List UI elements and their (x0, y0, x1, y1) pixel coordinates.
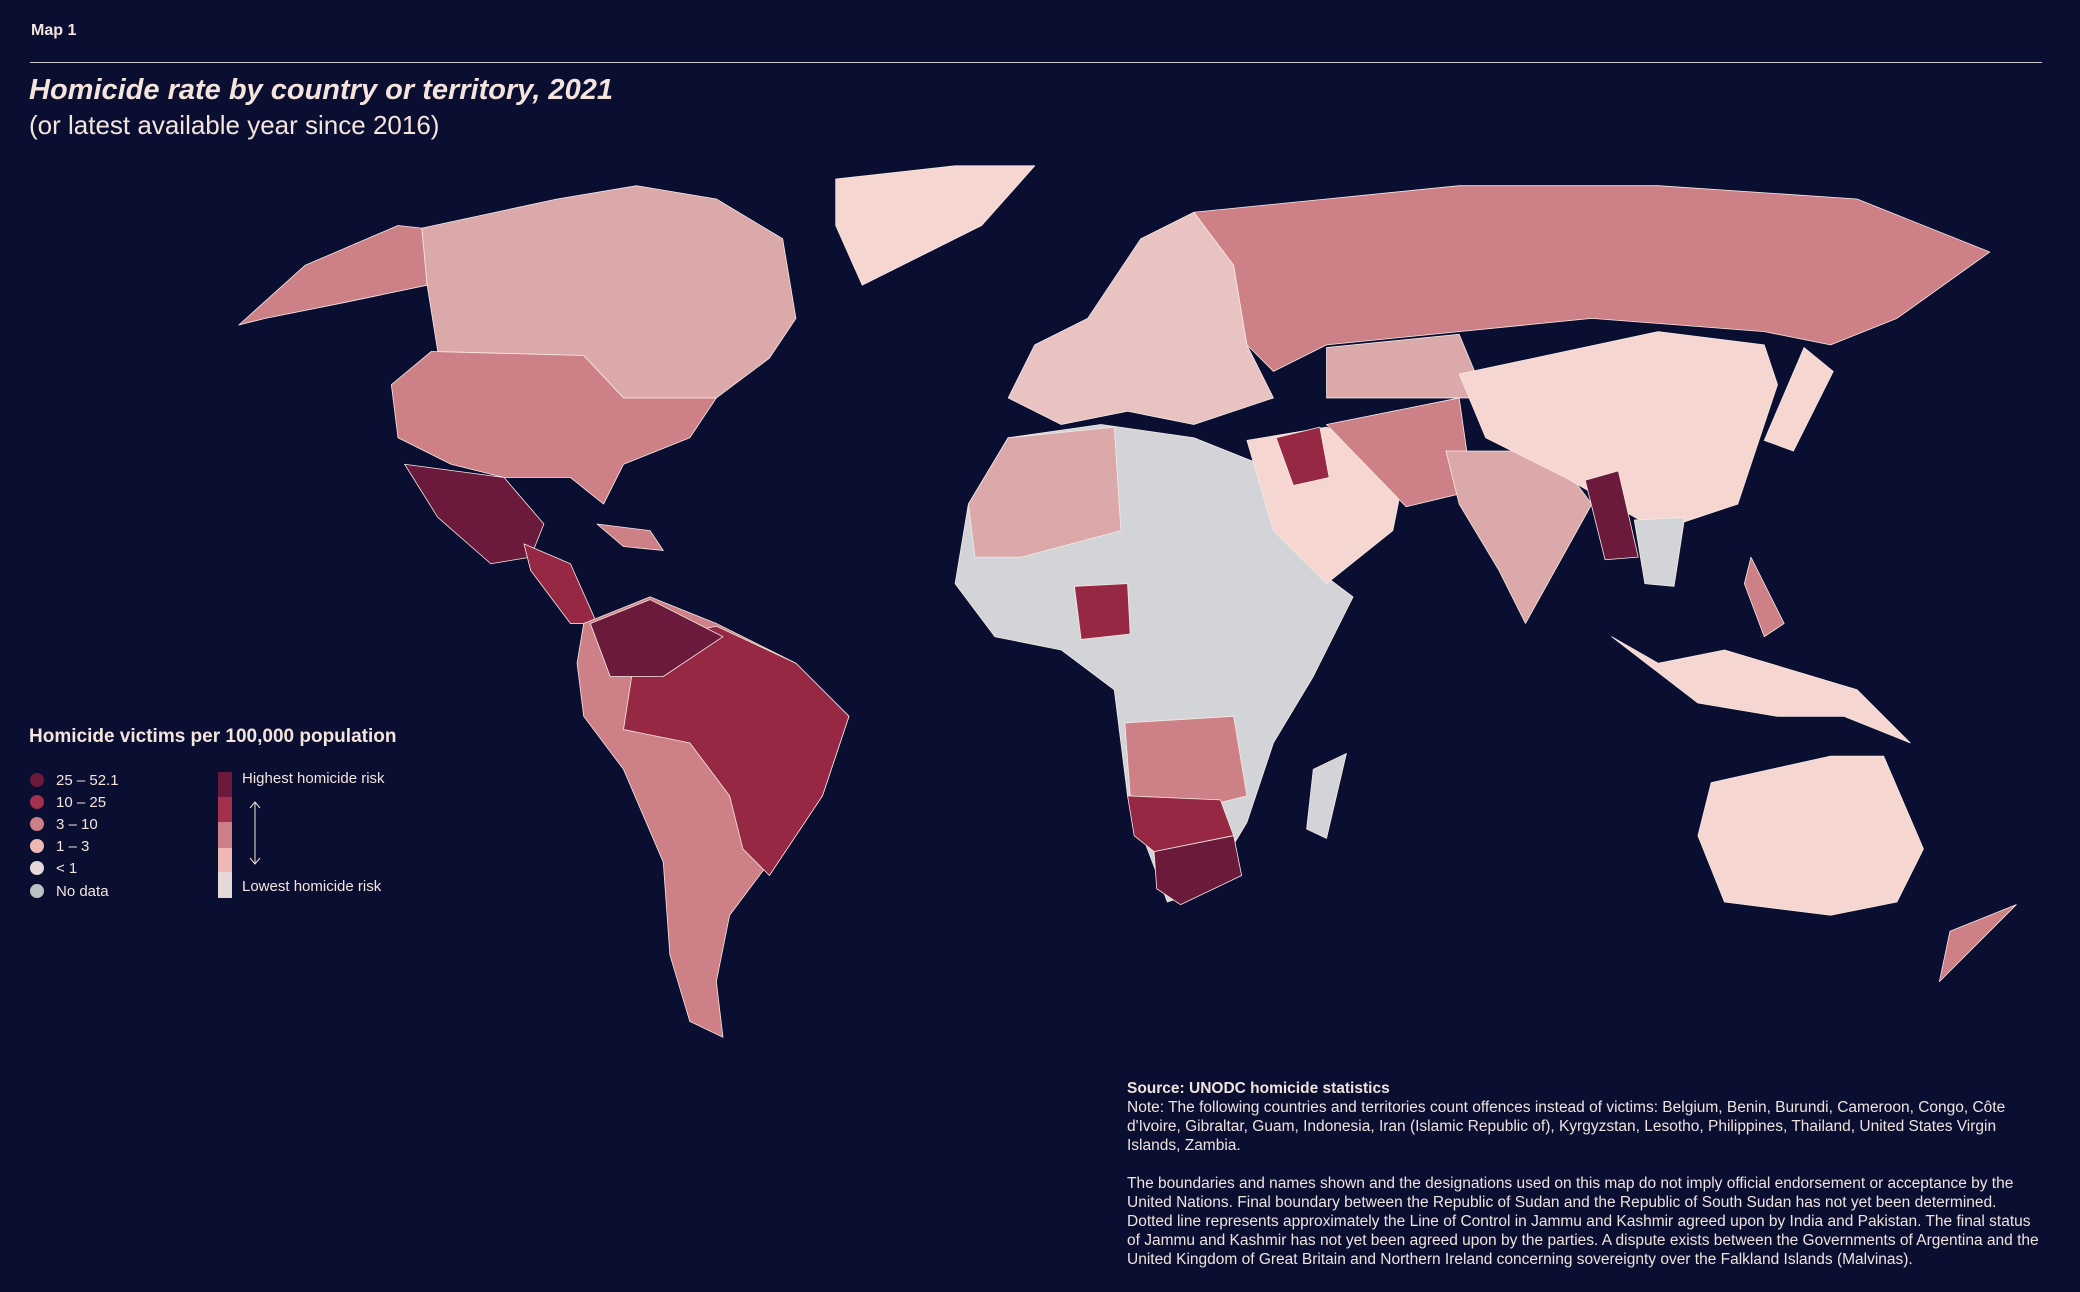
region-southern-africa (1124, 715, 1248, 803)
region-brazil (623, 625, 850, 876)
notes-block: Source: UNODC homicide statistics Note: … (1127, 1079, 2042, 1269)
scale-low-label: Lowest homicide risk (242, 878, 382, 895)
legend-item: < 1 (30, 858, 77, 878)
page-subtitle: (or latest available year since 2016) (29, 110, 440, 140)
scale-step-high (218, 797, 232, 822)
region-madagascar (1306, 753, 1347, 839)
region-alaska (238, 225, 428, 326)
region-central-america (523, 543, 598, 624)
region-japan (1763, 347, 1834, 452)
legend-swatch (30, 884, 44, 898)
region-usa (390, 351, 717, 505)
legend-title: Homicide victims per 100,000 population (29, 726, 397, 747)
region-russia (1193, 185, 1991, 372)
region-central-asia (1326, 333, 1487, 399)
region-caribbean (596, 523, 664, 551)
legend-swatch (30, 773, 44, 787)
source-text: Source: UNODC homicide statistics (1127, 1080, 1390, 1097)
legend-label: 3 – 10 (56, 815, 98, 833)
disclaimer-text: The boundaries and names shown and the d… (1127, 1175, 2039, 1268)
legend-swatch (30, 861, 44, 875)
legend-item: 3 – 10 (30, 814, 98, 834)
legend-swatch (30, 795, 44, 809)
legend-label: No data (56, 882, 109, 900)
region-mexico (404, 463, 545, 565)
region-china (1458, 331, 1778, 531)
legend-swatch (30, 839, 44, 853)
legend-item: 1 – 3 (30, 836, 89, 856)
region-southeast-asia (1633, 516, 1686, 587)
region-new-zealand (1938, 904, 2017, 982)
region-philippines (1743, 556, 1785, 638)
scale-step-low (218, 848, 232, 872)
region-indonesia (1611, 636, 1911, 744)
region-myanmar (1584, 470, 1639, 561)
map-number-label: Map 1 (31, 22, 77, 39)
scale-step-very-high (218, 772, 232, 797)
scale-step-very-low (218, 872, 232, 898)
legend-swatch (30, 817, 44, 831)
legend-item: 10 – 25 (30, 792, 106, 812)
region-colombia-venezuela (589, 599, 724, 677)
legend-item: No data (30, 881, 109, 901)
legend-label: 25 – 52.1 (56, 771, 119, 789)
scale-high-label: Highest homicide risk (242, 770, 385, 787)
legend-label: < 1 (56, 859, 78, 877)
region-australia (1697, 755, 1924, 916)
scale-step-medium (218, 822, 232, 848)
double-arrow-icon (249, 801, 261, 865)
region-north-africa (967, 426, 1122, 558)
legend-item: 25 – 52.1 (30, 770, 119, 790)
region-greenland (835, 165, 1036, 286)
legend-label: 10 – 25 (56, 793, 107, 811)
region-iraq (1275, 426, 1330, 486)
note-text: Note: The following countries and territ… (1127, 1099, 2006, 1154)
region-south-africa (1153, 835, 1243, 906)
region-nigeria (1074, 583, 1131, 640)
header-divider (30, 62, 2042, 63)
legend-label: 1 – 3 (56, 837, 90, 855)
page-title: Homicide rate by country or territory, 2… (29, 74, 613, 106)
